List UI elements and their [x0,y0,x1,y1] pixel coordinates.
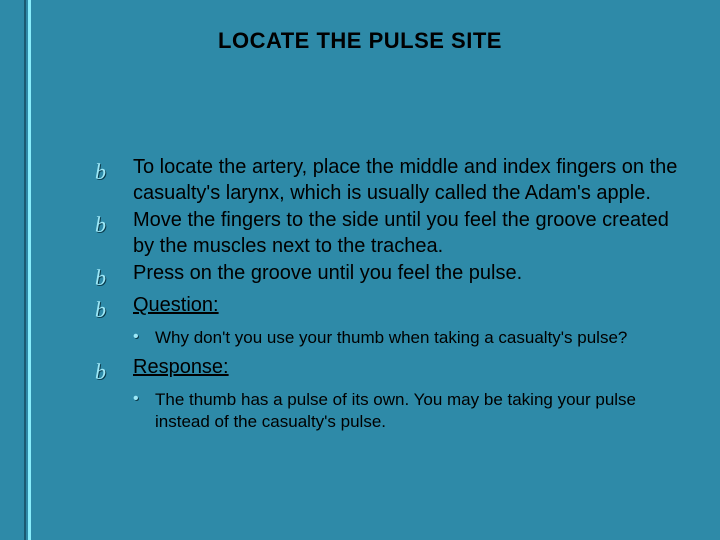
bullet-b-icon: b [95,261,133,291]
bullet-b-icon: b [95,155,133,185]
bullet-text: Press on the groove until you feel the p… [133,261,685,287]
bullet-b-icon: b [95,208,133,238]
left-edge-decoration [28,0,31,540]
sub-bullet-dot-icon: • [133,389,155,410]
bullet-item: b Question: [95,293,685,323]
sub-bullet-item: • Why don't you use your thumb when taki… [133,327,685,349]
slide-title: LOCATE THE PULSE SITE [0,28,720,54]
slide-content: b To locate the artery, place the middle… [95,155,685,439]
bullet-text: To locate the artery, place the middle a… [133,155,685,206]
bullet-item: b To locate the artery, place the middle… [95,155,685,206]
sub-bullet-item: • The thumb has a pulse of its own. You … [133,389,685,433]
bullet-text-response: Response: [133,355,685,381]
bullet-item: b Response: [95,355,685,385]
bullet-text-question: Question: [133,293,685,319]
sub-bullet-dot-icon: • [133,327,155,348]
sub-bullet-text: Why don't you use your thumb when taking… [155,327,685,349]
bullet-item: b Press on the groove until you feel the… [95,261,685,291]
bullet-item: b Move the fingers to the side until you… [95,208,685,259]
bullet-text: Move the fingers to the side until you f… [133,208,685,259]
sub-bullet-text: The thumb has a pulse of its own. You ma… [155,389,685,433]
bullet-b-icon: b [95,355,133,385]
bullet-b-icon: b [95,293,133,323]
